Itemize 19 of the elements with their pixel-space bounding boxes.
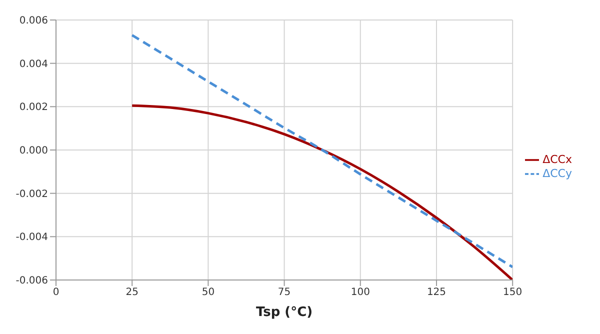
x-tick-label: 0 <box>52 287 60 298</box>
x-tick-label: 150 <box>503 287 522 298</box>
y-tick-label: -0.004 <box>16 232 48 244</box>
x-tick-label: 25 <box>126 287 138 298</box>
x-tick-label: 100 <box>350 287 370 298</box>
x-tick-label: 75 <box>278 287 291 298</box>
line-series <box>130 104 513 280</box>
y-tick-label: -0.006 <box>16 276 48 287</box>
legend-label: ΔCCx <box>542 153 572 166</box>
y-tick-label: 0.006 <box>19 16 48 27</box>
y-tick-label: 0.004 <box>19 58 48 70</box>
y-tick-label: 0.000 <box>19 146 48 157</box>
y-tick-label: 0.002 <box>19 102 48 114</box>
x-tick-label: 50 <box>202 287 215 298</box>
x-axis-title: Tsp (°C) <box>256 305 313 320</box>
x-tick-label: 125 <box>426 287 446 298</box>
legend-label: ΔCCy <box>542 167 572 180</box>
line-series <box>130 34 513 268</box>
y-tick-label: -0.002 <box>16 188 48 200</box>
